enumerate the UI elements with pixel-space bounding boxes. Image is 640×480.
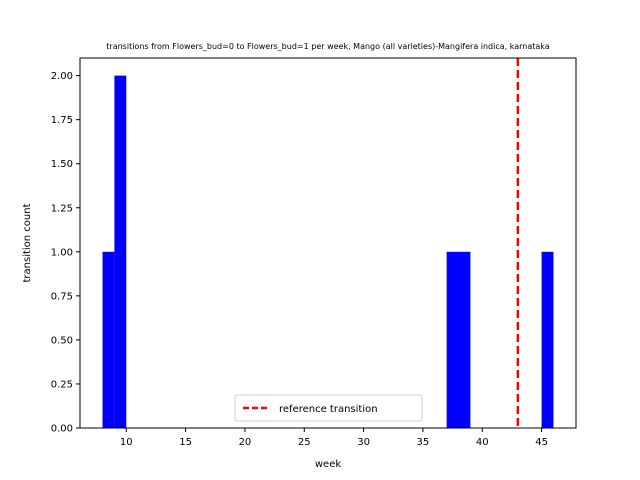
y-tick-label: 0.25 bbox=[51, 379, 73, 390]
bars-layer bbox=[102, 75, 554, 428]
y-tick-label: 1.00 bbox=[51, 247, 73, 258]
y-tick-label: 1.50 bbox=[51, 159, 73, 170]
bar-week-38 bbox=[458, 251, 471, 428]
y-tick-label: 0.50 bbox=[51, 335, 73, 346]
x-tick-label: 40 bbox=[476, 437, 489, 448]
x-tick-label: 20 bbox=[239, 437, 252, 448]
legend: reference transition bbox=[234, 394, 423, 422]
bar-week-37 bbox=[446, 251, 459, 428]
x-tick-label: 10 bbox=[120, 437, 133, 448]
plot-frame bbox=[79, 57, 577, 429]
bar-week-45 bbox=[541, 251, 554, 428]
y-ticks: 0.00 0.25 0.50 0.75 1.00 1.25 1.50 1.75 2.00 bbox=[51, 71, 80, 435]
bar-week-8 bbox=[102, 251, 115, 428]
x-ticks: 10 15 20 25 30 35 40 45 bbox=[120, 428, 548, 448]
y-axis-label: transition count bbox=[22, 203, 33, 282]
x-tick-label: 15 bbox=[179, 437, 192, 448]
x-tick-label: 35 bbox=[417, 437, 430, 448]
legend-label-reference-transition: reference transition bbox=[279, 404, 378, 415]
x-tick-label: 30 bbox=[357, 437, 370, 448]
x-tick-label: 45 bbox=[535, 437, 548, 448]
bar-week-9 bbox=[114, 75, 127, 428]
x-axis-label: week bbox=[315, 459, 341, 470]
y-tick-label: 1.25 bbox=[51, 203, 73, 214]
y-tick-label: 0.00 bbox=[51, 424, 73, 435]
y-tick-label: 0.75 bbox=[51, 291, 73, 302]
y-tick-label: 1.75 bbox=[51, 115, 73, 126]
x-tick-label: 25 bbox=[298, 437, 311, 448]
legend-box bbox=[234, 394, 423, 422]
chart-title: transitions from Flowers_bud=0 to Flower… bbox=[106, 42, 550, 51]
y-tick-label: 2.00 bbox=[51, 71, 73, 82]
